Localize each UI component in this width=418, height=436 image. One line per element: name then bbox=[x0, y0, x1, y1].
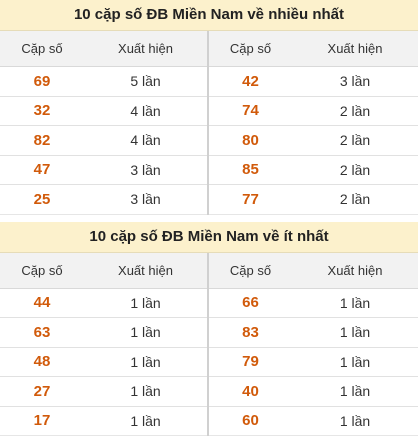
pair-number[interactable]: 77 bbox=[208, 185, 292, 215]
table-row: 27 1 lần 40 1 lần bbox=[0, 377, 418, 407]
pair-number[interactable]: 82 bbox=[0, 126, 84, 156]
occurrence-count: 5 lần bbox=[84, 67, 208, 97]
occurrence-count: 2 lần bbox=[292, 185, 418, 215]
occurrence-count: 1 lần bbox=[84, 318, 208, 348]
occurrence-count: 3 lần bbox=[84, 185, 208, 215]
least-frequent-table: Cặp số Xuất hiện Cặp số Xuất hiện 44 1 l… bbox=[0, 253, 418, 436]
table-row: 48 1 lần 79 1 lần bbox=[0, 347, 418, 377]
table-row: 69 5 lần 42 3 lần bbox=[0, 67, 418, 97]
pair-number[interactable]: 17 bbox=[0, 406, 84, 436]
occurrence-count: 3 lần bbox=[84, 155, 208, 185]
count-header: Xuất hiện bbox=[84, 31, 208, 67]
occurrence-count: 1 lần bbox=[292, 288, 418, 318]
pair-number[interactable]: 80 bbox=[208, 126, 292, 156]
pair-number[interactable]: 69 bbox=[0, 67, 84, 97]
pair-number[interactable]: 32 bbox=[0, 96, 84, 126]
pair-number[interactable]: 48 bbox=[0, 347, 84, 377]
table-row: 82 4 lần 80 2 lần bbox=[0, 126, 418, 156]
occurrence-count: 1 lần bbox=[84, 406, 208, 436]
occurrence-count: 1 lần bbox=[84, 347, 208, 377]
pair-number[interactable]: 83 bbox=[208, 318, 292, 348]
occurrence-count: 2 lần bbox=[292, 96, 418, 126]
pair-number[interactable]: 79 bbox=[208, 347, 292, 377]
table-header-row: Cặp số Xuất hiện Cặp số Xuất hiện bbox=[0, 253, 418, 289]
pair-number[interactable]: 40 bbox=[208, 377, 292, 407]
pair-number[interactable]: 63 bbox=[0, 318, 84, 348]
table-row: 32 4 lần 74 2 lần bbox=[0, 96, 418, 126]
least-frequent-title: 10 cặp số ĐB Miền Nam về ít nhất bbox=[0, 222, 418, 253]
pair-number[interactable]: 74 bbox=[208, 96, 292, 126]
pair-number[interactable]: 85 bbox=[208, 155, 292, 185]
pair-number[interactable]: 25 bbox=[0, 185, 84, 215]
pair-header: Cặp số bbox=[0, 253, 84, 289]
pair-header: Cặp số bbox=[0, 31, 84, 67]
occurrence-count: 1 lần bbox=[84, 377, 208, 407]
occurrence-count: 3 lần bbox=[292, 67, 418, 97]
pair-header: Cặp số bbox=[208, 31, 292, 67]
pair-number[interactable]: 47 bbox=[0, 155, 84, 185]
table-header-row: Cặp số Xuất hiện Cặp số Xuất hiện bbox=[0, 31, 418, 67]
occurrence-count: 1 lần bbox=[84, 288, 208, 318]
most-frequent-title: 10 cặp số ĐB Miền Nam về nhiều nhất bbox=[0, 0, 418, 31]
occurrence-count: 1 lần bbox=[292, 318, 418, 348]
table-row: 44 1 lần 66 1 lần bbox=[0, 288, 418, 318]
occurrence-count: 4 lần bbox=[84, 96, 208, 126]
occurrence-count: 1 lần bbox=[292, 377, 418, 407]
occurrence-count: 2 lần bbox=[292, 126, 418, 156]
table-row: 47 3 lần 85 2 lần bbox=[0, 155, 418, 185]
most-frequent-table: Cặp số Xuất hiện Cặp số Xuất hiện 69 5 l… bbox=[0, 31, 418, 215]
occurrence-count: 1 lần bbox=[292, 347, 418, 377]
count-header: Xuất hiện bbox=[292, 253, 418, 289]
table-row: 17 1 lần 60 1 lần bbox=[0, 406, 418, 436]
pair-number[interactable]: 27 bbox=[0, 377, 84, 407]
pair-number[interactable]: 44 bbox=[0, 288, 84, 318]
table-row: 63 1 lần 83 1 lần bbox=[0, 318, 418, 348]
pair-header: Cặp số bbox=[208, 253, 292, 289]
pair-number[interactable]: 60 bbox=[208, 406, 292, 436]
table-row: 25 3 lần 77 2 lần bbox=[0, 185, 418, 215]
pair-number[interactable]: 42 bbox=[208, 67, 292, 97]
occurrence-count: 2 lần bbox=[292, 155, 418, 185]
count-header: Xuất hiện bbox=[84, 253, 208, 289]
pair-number[interactable]: 66 bbox=[208, 288, 292, 318]
occurrence-count: 1 lần bbox=[292, 406, 418, 436]
count-header: Xuất hiện bbox=[292, 31, 418, 67]
occurrence-count: 4 lần bbox=[84, 126, 208, 156]
